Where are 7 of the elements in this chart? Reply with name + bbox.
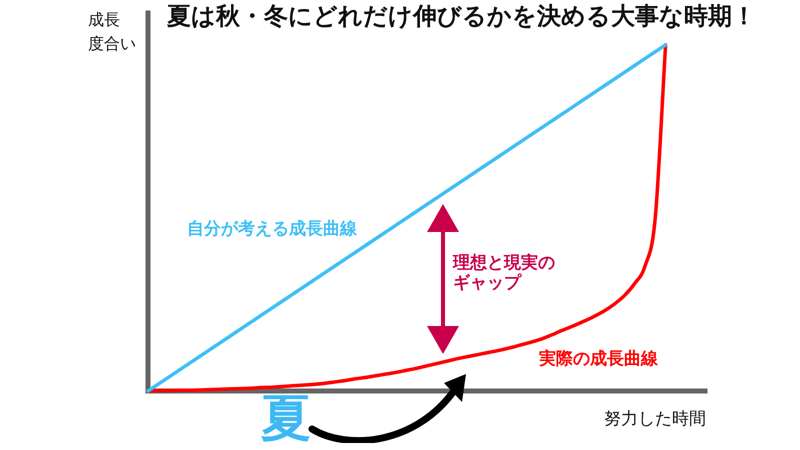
chart-title: 夏は秋・冬にどれだけ伸びるかを決める大事な時期！ (167, 2, 756, 31)
series-label: 実際の成長曲線 (539, 349, 658, 370)
y-axis-title: 成長度合い (88, 9, 136, 55)
x-axis-title: 努力した時間 (604, 409, 706, 430)
annotation: 理想と現実のギャップ (453, 253, 556, 293)
annotation: 夏 (261, 388, 311, 448)
series-label: 自分が考える成長曲線 (187, 219, 357, 240)
